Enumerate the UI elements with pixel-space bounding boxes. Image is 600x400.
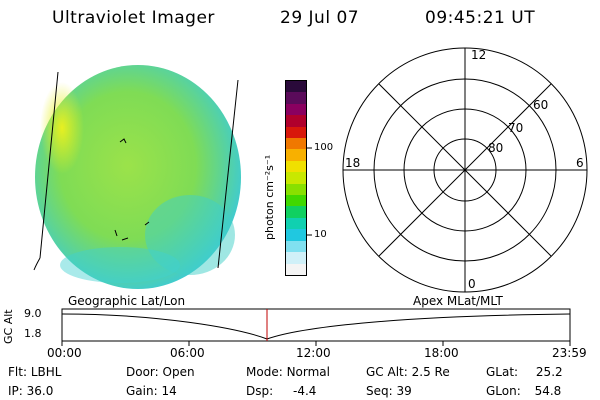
info-glon: GLon: 54.8 bbox=[486, 384, 562, 398]
gc-alt-timeline-plot bbox=[61, 308, 571, 346]
mlt-label-12: 12 bbox=[471, 48, 486, 62]
y-tick-max: 9.0 bbox=[24, 307, 42, 320]
coastline-fragment bbox=[119, 138, 127, 144]
color-scale-segment bbox=[286, 92, 306, 104]
color-scale-segment bbox=[286, 103, 306, 116]
colorbar-ticks bbox=[307, 147, 312, 236]
color-scale-segment bbox=[286, 183, 306, 196]
info-dsp: Dsp: -4.4 bbox=[246, 384, 317, 398]
color-scale-bar bbox=[285, 80, 307, 276]
mlt-label-0: 0 bbox=[468, 277, 476, 291]
color-scale-segment bbox=[286, 240, 306, 253]
x-tick-2359: 23:59 bbox=[552, 346, 587, 360]
date-label: 29 Jul 07 bbox=[280, 8, 360, 28]
info-gain: Gain: 14 bbox=[126, 384, 177, 398]
altitude-curve bbox=[61, 313, 571, 340]
info-flt: Flt: LBHL bbox=[8, 365, 62, 379]
time-label: 09:45:21 UT bbox=[425, 8, 536, 28]
info-ip: IP: 36.0 bbox=[8, 384, 54, 398]
mlat-label-80: 80 bbox=[488, 141, 503, 155]
color-scale-segment bbox=[286, 149, 306, 161]
info-seq: Seq: 39 bbox=[366, 384, 412, 398]
info-glat: GLat: 25.2 bbox=[486, 365, 563, 379]
geographic-lat-lon-title: Geographic Lat/Lon bbox=[68, 294, 186, 308]
color-scale-segment bbox=[286, 115, 306, 127]
instrument-title: Ultraviolet Imager bbox=[52, 8, 215, 28]
color-scale-segment bbox=[286, 217, 306, 230]
color-scale-segment bbox=[286, 160, 306, 173]
x-tick-0600: 06:00 bbox=[170, 346, 205, 360]
limb-line-right bbox=[217, 79, 239, 269]
dayside-glow bbox=[40, 82, 84, 174]
color-scale-segment bbox=[286, 252, 306, 264]
x-tick-0000: 00:00 bbox=[47, 346, 82, 360]
mlat-label-60: 60 bbox=[533, 98, 548, 112]
color-scale-segment bbox=[286, 126, 306, 139]
x-tick-1800: 18:00 bbox=[424, 346, 459, 360]
y-tick-min: 1.8 bbox=[24, 327, 42, 340]
mlt-label-18: 18 bbox=[345, 156, 360, 170]
color-scale-segment bbox=[286, 195, 306, 207]
polar-mlat-mlt-grid: 12 18 6 0 60 70 80 bbox=[342, 47, 588, 293]
info-gc-alt: GC Alt: 2.5 Re bbox=[366, 365, 450, 379]
color-scale-segment bbox=[286, 229, 306, 241]
limb-line-left bbox=[39, 71, 59, 259]
info-mode: Mode: Normal bbox=[246, 365, 330, 379]
apex-mlat-mlt-title: Apex MLat/MLT bbox=[413, 294, 503, 308]
gc-alt-axis-label: GC Alt bbox=[2, 309, 15, 344]
color-scale-segment bbox=[286, 263, 306, 275]
color-scale-segment bbox=[286, 172, 306, 184]
colorbar-tick-100: 100 bbox=[314, 142, 334, 153]
color-scale-segment bbox=[286, 81, 306, 93]
colorbar-tick-10: 10 bbox=[314, 229, 327, 240]
uv-earth-image bbox=[33, 65, 241, 289]
x-tick-1200: 12:00 bbox=[296, 346, 331, 360]
color-scale-segment bbox=[286, 138, 306, 150]
color-scale-segment bbox=[286, 206, 306, 218]
mlt-label-6: 6 bbox=[576, 156, 584, 170]
colorbar-unit-label: photon cm⁻²s⁻¹ bbox=[263, 154, 276, 240]
info-door: Door: Open bbox=[126, 365, 195, 379]
mlat-label-70: 70 bbox=[508, 121, 523, 135]
